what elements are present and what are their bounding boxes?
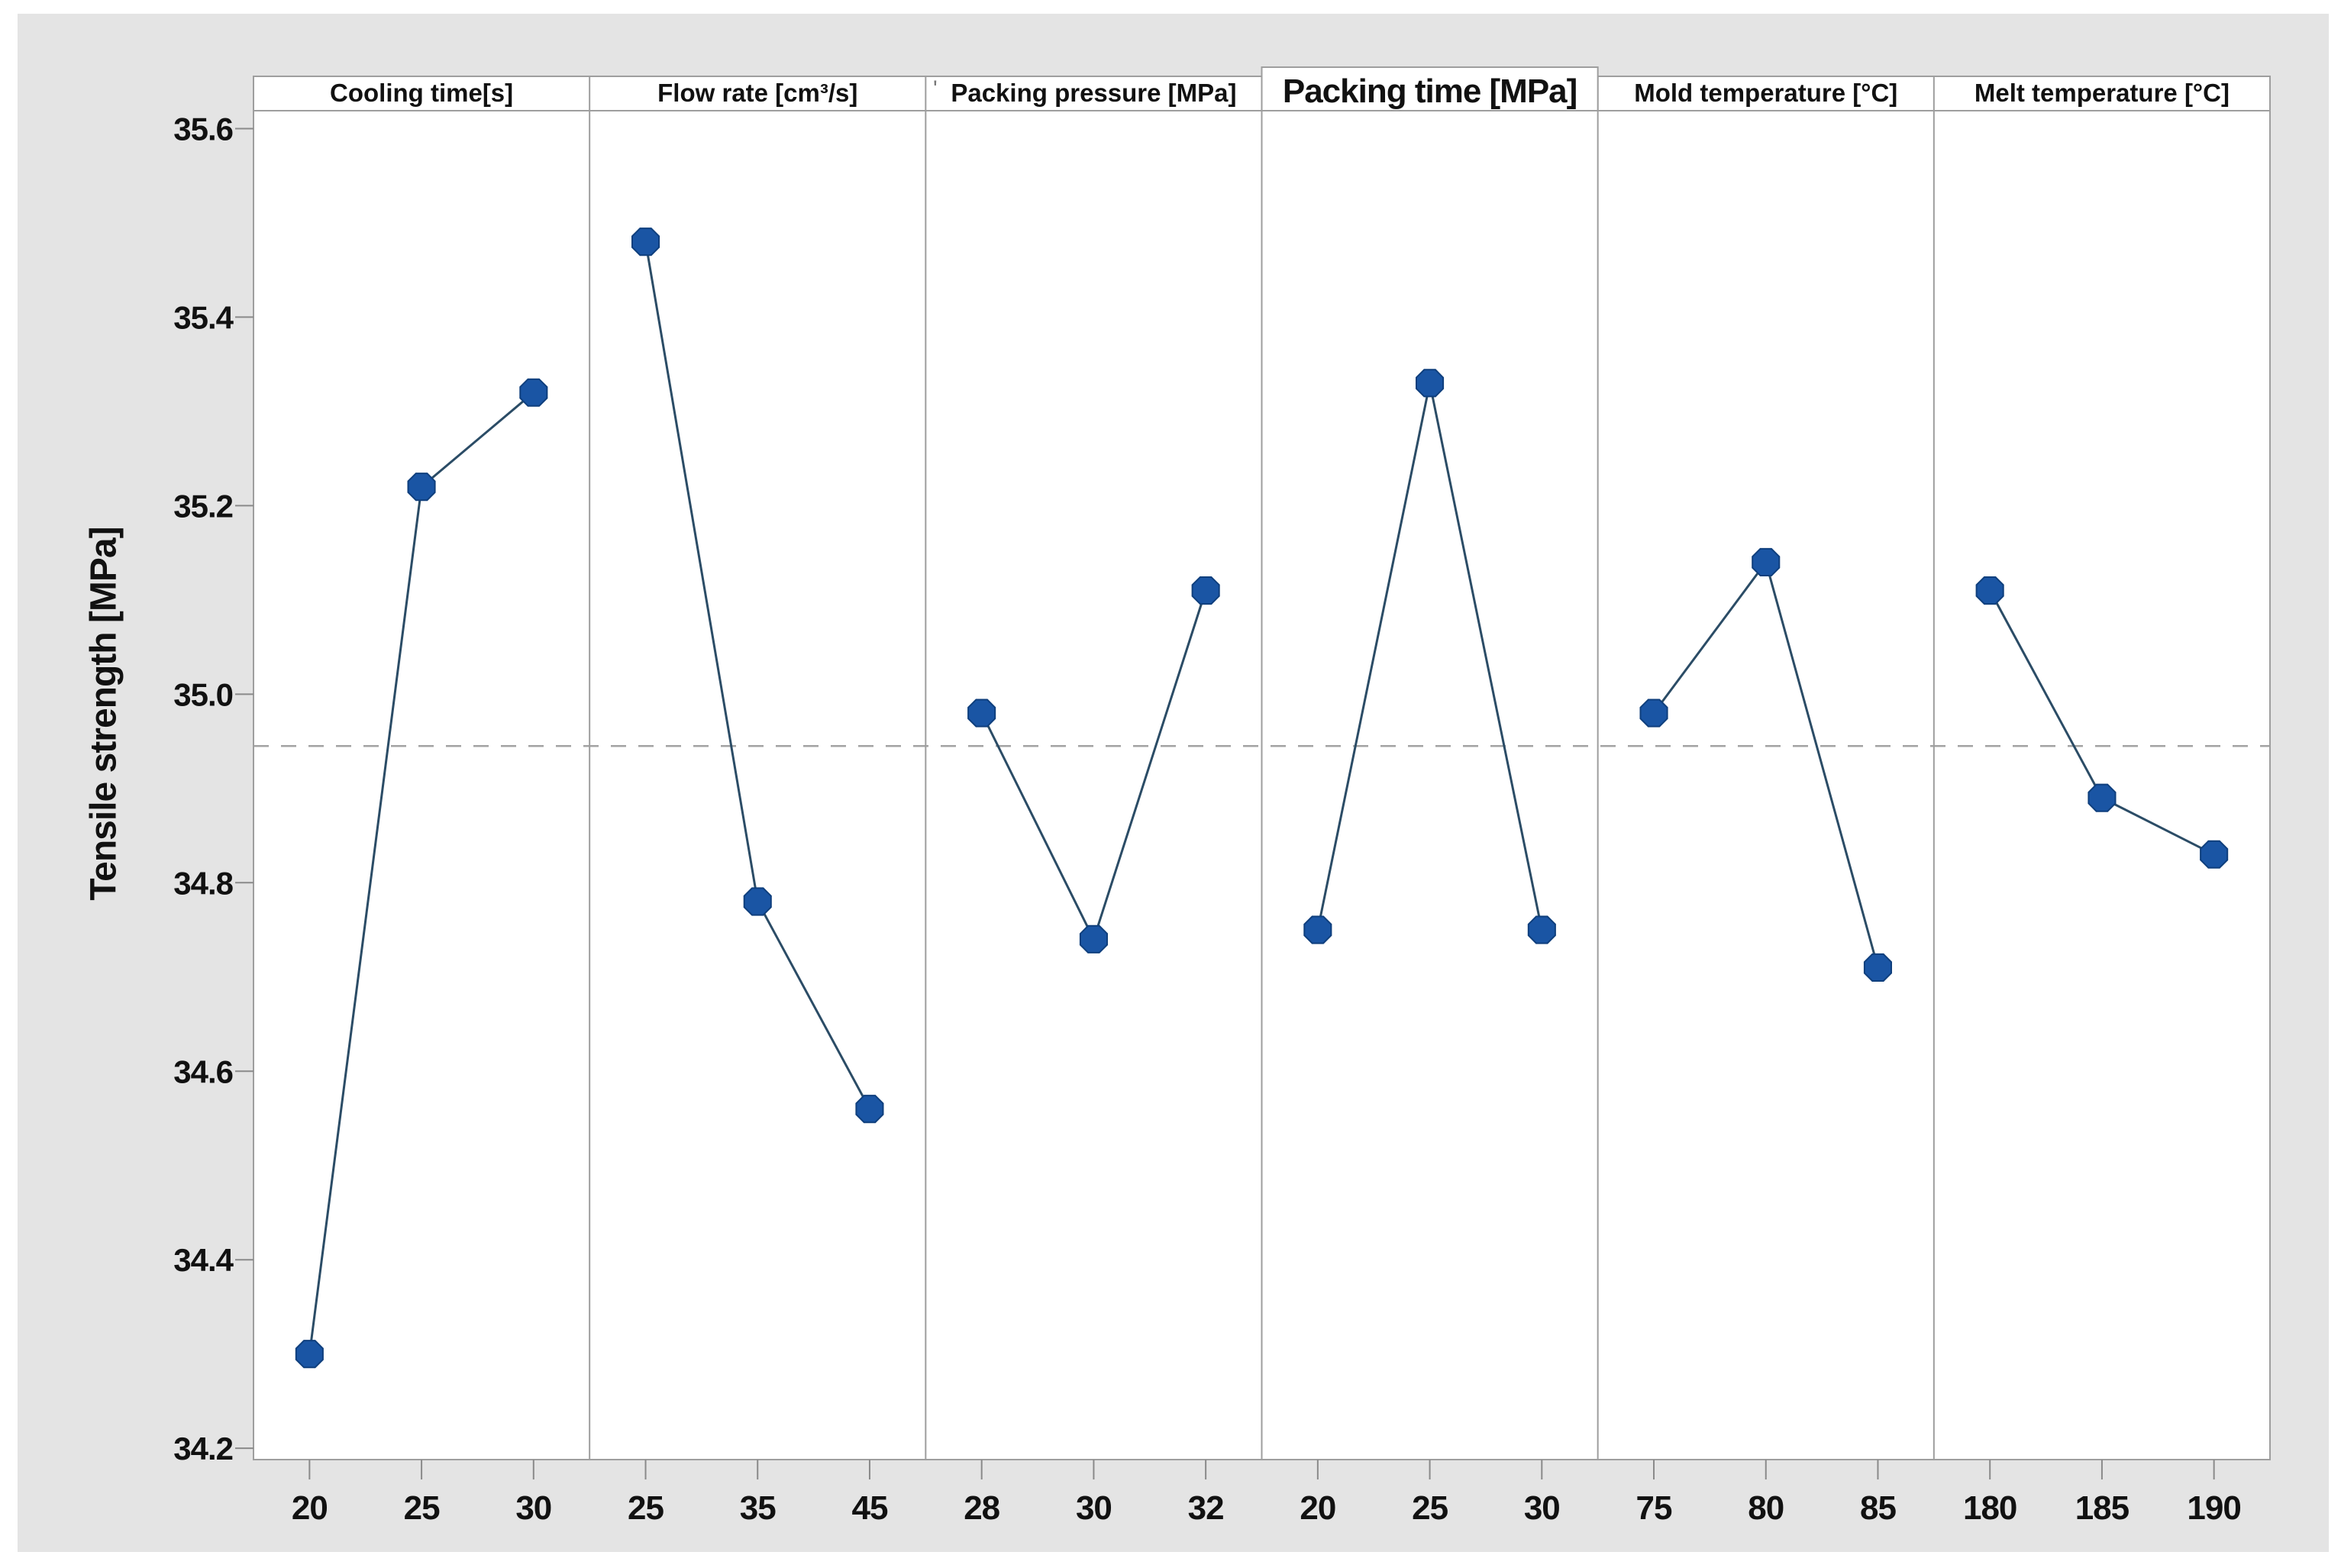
x-tick-label-30: 30 xyxy=(1076,1489,1112,1527)
y-tick-label-35.0: 35.0 xyxy=(173,676,233,712)
data-point-2-0 xyxy=(967,699,996,728)
x-tick-label-32: 32 xyxy=(1188,1489,1224,1527)
panel-header-label-1: Flow rate [cm³/s] xyxy=(657,79,857,107)
data-point-5-1 xyxy=(2088,783,2117,812)
panel-header-label-5: Melt temperature [°C] xyxy=(1975,79,2230,107)
data-point-3-1 xyxy=(1416,369,1445,398)
x-tick-label-180: 180 xyxy=(1963,1489,2016,1527)
x-tick-label-35: 35 xyxy=(740,1489,776,1527)
y-tick-label-34.2: 34.2 xyxy=(173,1431,233,1466)
data-point-2-1 xyxy=(1079,924,1108,953)
x-tick-label-190: 190 xyxy=(2187,1489,2240,1527)
panel-header-box-emphasized xyxy=(1261,66,1599,111)
data-point-4-0 xyxy=(1639,699,1668,728)
panel-header-label-0: Cooling time[s] xyxy=(330,79,513,107)
data-point-4-2 xyxy=(1863,953,1892,982)
x-tick-label-185: 185 xyxy=(2075,1489,2130,1527)
y-tick-label-35.6: 35.6 xyxy=(173,111,233,147)
data-point-0-2 xyxy=(519,378,548,407)
panel-header-label-2: Packing pressure [MPa] xyxy=(951,79,1236,107)
y-tick-label-35.4: 35.4 xyxy=(173,299,234,335)
y-tick-label-34.6: 34.6 xyxy=(173,1053,233,1089)
x-tick-label-20: 20 xyxy=(292,1489,328,1527)
data-point-5-0 xyxy=(1975,576,2004,605)
x-tick-label-25: 25 xyxy=(1412,1489,1448,1527)
panel-header-label-3: Packing time [MPa] xyxy=(1283,73,1577,110)
data-point-5-2 xyxy=(2200,840,2229,869)
x-tick-label-30: 30 xyxy=(515,1489,551,1527)
x-tick-label-80: 80 xyxy=(1748,1489,1784,1527)
x-tick-label-30: 30 xyxy=(1524,1489,1560,1527)
data-point-1-2 xyxy=(855,1095,884,1124)
data-point-1-1 xyxy=(743,887,772,916)
data-point-2-2 xyxy=(1191,576,1220,605)
y-tick-label-34.8: 34.8 xyxy=(173,865,233,901)
x-tick-label-85: 85 xyxy=(1860,1489,1896,1527)
y-tick-label-34.4: 34.4 xyxy=(173,1242,234,1278)
x-tick-label-25: 25 xyxy=(404,1489,440,1527)
data-point-0-1 xyxy=(407,473,436,502)
data-point-3-0 xyxy=(1303,915,1332,944)
data-point-3-2 xyxy=(1527,915,1556,944)
header-artifact-mark: ' xyxy=(933,76,938,102)
y-tick-label-35.2: 35.2 xyxy=(173,488,233,524)
x-tick-label-25: 25 xyxy=(628,1489,664,1527)
x-tick-label-20: 20 xyxy=(1300,1489,1335,1527)
data-point-1-0 xyxy=(631,227,660,256)
data-point-4-1 xyxy=(1752,547,1781,576)
panel-header-label-4: Mold temperature [°C] xyxy=(1634,79,1897,107)
x-tick-label-45: 45 xyxy=(851,1489,887,1527)
y-axis-title: Tensile strength [MPa] xyxy=(83,527,124,901)
data-point-0-0 xyxy=(295,1340,324,1369)
x-tick-label-28: 28 xyxy=(964,1489,999,1527)
x-tick-label-75: 75 xyxy=(1636,1489,1672,1527)
